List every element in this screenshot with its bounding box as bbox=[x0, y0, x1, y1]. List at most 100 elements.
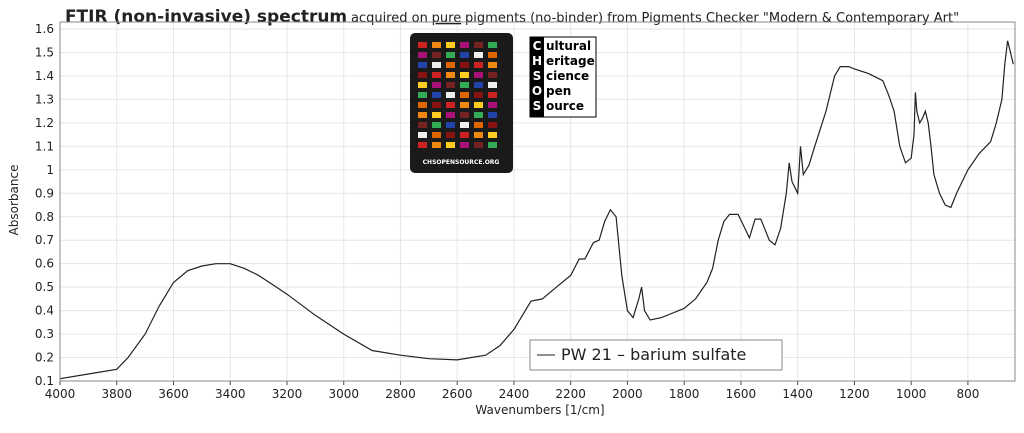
logo-initial: C bbox=[533, 39, 542, 53]
x-tick-label: 2000 bbox=[612, 387, 643, 401]
logo-initial: S bbox=[533, 99, 542, 113]
y-tick-label: 0.3 bbox=[35, 327, 54, 341]
plot-frame bbox=[59, 21, 1016, 382]
logo-rest: ource bbox=[546, 99, 584, 113]
card-cell bbox=[446, 82, 455, 88]
y-tick-label: 1.5 bbox=[35, 46, 54, 60]
y-tick-label: 1.2 bbox=[35, 116, 54, 130]
card-cell bbox=[488, 132, 497, 138]
card-cell bbox=[418, 82, 427, 88]
card-cell bbox=[432, 132, 441, 138]
logo-rest: cience bbox=[546, 69, 589, 83]
title-underline: pure bbox=[432, 11, 462, 26]
card-cell bbox=[432, 52, 441, 58]
card-cell bbox=[488, 62, 497, 68]
card-cell bbox=[418, 92, 427, 98]
logo-bar bbox=[530, 37, 544, 117]
logo-rest: eritage bbox=[546, 54, 595, 68]
card-cell bbox=[446, 62, 455, 68]
x-tick-label: 1000 bbox=[896, 387, 927, 401]
x-tick-label: 800 bbox=[956, 387, 979, 401]
x-tick-label: 1400 bbox=[782, 387, 813, 401]
card-cell bbox=[446, 132, 455, 138]
card-cell bbox=[460, 42, 469, 48]
card-cell bbox=[474, 42, 483, 48]
x-tick-label: 4000 bbox=[45, 387, 76, 401]
x-axis-label: Wavenumbers [1/cm] bbox=[475, 403, 604, 417]
card-cell bbox=[474, 122, 483, 128]
card-cell bbox=[488, 52, 497, 58]
x-tick-label: 2600 bbox=[442, 387, 473, 401]
card-cell bbox=[474, 112, 483, 118]
card-cell bbox=[488, 82, 497, 88]
card-cell bbox=[488, 102, 497, 108]
x-tick-label: 1800 bbox=[669, 387, 700, 401]
x-tick-label: 1200 bbox=[839, 387, 870, 401]
card-cell bbox=[460, 62, 469, 68]
card-cell bbox=[446, 122, 455, 128]
card-cell bbox=[446, 92, 455, 98]
x-tick-label: 2800 bbox=[385, 387, 416, 401]
card-cell bbox=[460, 92, 469, 98]
card-cell bbox=[446, 102, 455, 108]
card-cell bbox=[432, 142, 441, 148]
card-cell bbox=[488, 92, 497, 98]
spectrum-line bbox=[59, 40, 1014, 380]
y-tick-label: 1.6 bbox=[35, 22, 54, 36]
card-cell bbox=[446, 72, 455, 78]
y-tick-label: 0.7 bbox=[35, 233, 54, 247]
y-tick-label: 0.9 bbox=[35, 186, 54, 200]
logo-rest: ultural bbox=[546, 39, 591, 53]
card-cell bbox=[432, 92, 441, 98]
legend: PW 21 – barium sulfate bbox=[529, 339, 783, 371]
x-tick-label: 1600 bbox=[726, 387, 757, 401]
x-tick-label: 3200 bbox=[272, 387, 303, 401]
y-tick-label: 0.8 bbox=[35, 210, 54, 224]
card-cell bbox=[446, 112, 455, 118]
card-cell bbox=[432, 122, 441, 128]
y-tick-label: 0.4 bbox=[35, 304, 54, 318]
card-cell bbox=[488, 142, 497, 148]
card-cell bbox=[432, 102, 441, 108]
card-cell bbox=[474, 82, 483, 88]
card-cell bbox=[460, 122, 469, 128]
title-text: pigments (no-binder) from Pigments Check… bbox=[465, 11, 959, 26]
logo-initial: H bbox=[532, 54, 542, 68]
card-cell bbox=[488, 122, 497, 128]
card-cell bbox=[418, 62, 427, 68]
card-cell bbox=[418, 112, 427, 118]
card-cell bbox=[418, 42, 427, 48]
card-cell bbox=[418, 122, 427, 128]
logo-rest: pen bbox=[546, 84, 571, 98]
card-cell bbox=[432, 112, 441, 118]
title-bold: FTIR (non-invasive) spectrum bbox=[65, 7, 347, 27]
card-cell bbox=[446, 42, 455, 48]
card-text: CHSOPENSOURCE.ORG bbox=[423, 159, 500, 166]
y-tick-label: 0.6 bbox=[35, 257, 54, 271]
y-tick-label: 1 bbox=[46, 163, 54, 177]
chart-title: FTIR (non-invasive) spectrum acquired on… bbox=[65, 7, 959, 27]
card-cell bbox=[474, 52, 483, 58]
card-cell bbox=[418, 102, 427, 108]
card-cell bbox=[460, 52, 469, 58]
y-tick-label: 1.1 bbox=[35, 139, 54, 153]
x-tick-label: 3000 bbox=[328, 387, 359, 401]
y-tick-label: 1.3 bbox=[35, 92, 54, 106]
logo-initial: S bbox=[533, 69, 542, 83]
card-cell bbox=[460, 112, 469, 118]
card-cell bbox=[488, 72, 497, 78]
card-cell bbox=[460, 82, 469, 88]
card-cell bbox=[474, 62, 483, 68]
card-cell bbox=[446, 142, 455, 148]
card-cell bbox=[474, 102, 483, 108]
card-cell bbox=[474, 132, 483, 138]
card-cell bbox=[432, 82, 441, 88]
x-tick-label: 3800 bbox=[101, 387, 132, 401]
card-cell bbox=[488, 42, 497, 48]
